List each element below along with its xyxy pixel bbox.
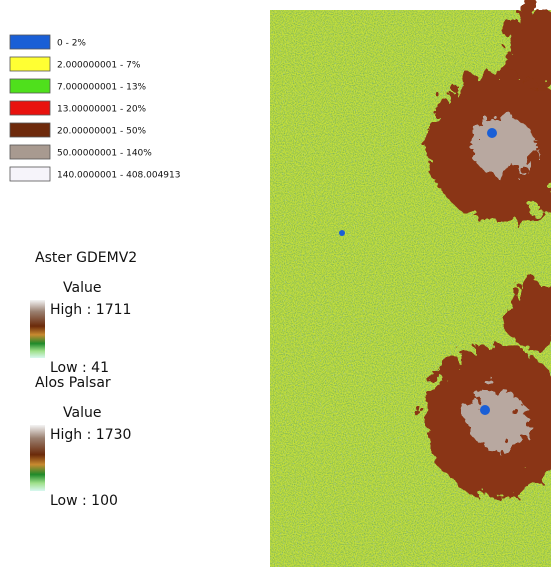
legend-swatch bbox=[10, 35, 50, 49]
map-panel-top bbox=[270, 0, 551, 286]
legend-label: 50.00000001 - 140% bbox=[57, 149, 152, 159]
legend-swatch bbox=[10, 57, 50, 71]
legend-swatch bbox=[10, 123, 50, 137]
legend-label: 20.00000001 - 50% bbox=[57, 127, 147, 137]
ramp-high: High : 1730 bbox=[50, 427, 131, 443]
ramp-bar bbox=[30, 425, 45, 491]
legend-label: 140.0000001 - 408.004913 bbox=[57, 171, 181, 181]
legend-label: 7.000000001 - 13% bbox=[57, 83, 147, 93]
legend-swatch bbox=[10, 167, 50, 181]
map-panel-bottom bbox=[270, 275, 551, 567]
legend-swatch bbox=[10, 79, 50, 93]
ramp-low: Low : 100 bbox=[50, 493, 118, 509]
ramp-field: Value bbox=[63, 405, 101, 421]
ramp-field: Value bbox=[63, 280, 101, 296]
ramp-title: Aster GDEMV2 bbox=[35, 250, 137, 266]
legend-label: 2.000000001 - 7% bbox=[57, 61, 141, 71]
ramp-bar bbox=[30, 300, 45, 358]
legend-swatch bbox=[10, 101, 50, 115]
ramp-title: Alos Palsar bbox=[35, 375, 111, 391]
ramp-high: High : 1711 bbox=[50, 302, 131, 318]
legend-label: 13.00000001 - 20% bbox=[57, 105, 147, 115]
legend-label: 0 - 2% bbox=[57, 39, 86, 49]
legend-swatch bbox=[10, 145, 50, 159]
map-image bbox=[270, 0, 551, 567]
page: 0 - 2% 2.000000001 - 7% 7.000000001 - 13% 1… bbox=[0, 0, 551, 569]
ramp-low: Low : 41 bbox=[50, 360, 109, 376]
